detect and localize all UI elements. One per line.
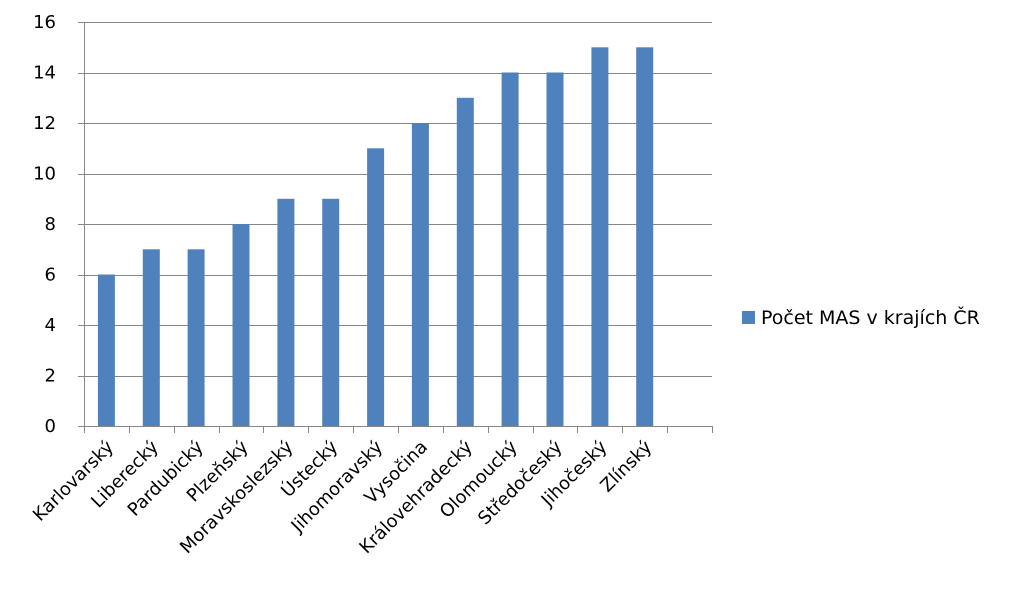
y-tick-label: 4: [45, 315, 56, 336]
y-tick-label: 8: [45, 214, 56, 235]
legend-swatch: [742, 311, 755, 324]
legend: Počet MAS v krajích ČR: [742, 305, 980, 329]
bar-středočeský: [546, 72, 564, 426]
bar-zlínský: [636, 47, 654, 427]
gridlines: [84, 22, 712, 377]
y-tick-labels: 0 2 4 6 8 10 12 14 16: [33, 12, 56, 437]
y-tick-label: 6: [45, 265, 56, 286]
bar-ústecký: [322, 198, 340, 427]
bar-liberecký: [142, 249, 160, 427]
y-tick-label: 2: [45, 366, 56, 387]
bar-olomoucký: [501, 72, 519, 426]
y-tick-label: 14: [33, 63, 56, 84]
y-tick-label: 0: [45, 416, 56, 437]
bar-královehradecký: [456, 97, 474, 427]
bar-moravskoslezský: [277, 198, 295, 427]
x-tick-label: Zlínský: [596, 436, 656, 496]
bar-pardubický: [187, 249, 205, 427]
y-tick-label: 12: [33, 113, 56, 134]
bar-jihočeský: [591, 47, 609, 427]
axes: [78, 22, 713, 433]
bar-jihomoravský: [367, 148, 385, 427]
x-tick-labels: KarlovarskýLibereckýPardubickýPlzeňskýMo…: [29, 436, 656, 558]
bar-karlovarský: [97, 274, 115, 426]
bar-vysočina: [411, 123, 429, 426]
bar-plzeňský: [232, 224, 250, 426]
legend-label: Počet MAS v krajích ČR: [761, 305, 980, 329]
y-tick-label: 10: [33, 164, 56, 185]
bars: [97, 47, 654, 427]
y-tick-label: 16: [33, 12, 56, 33]
